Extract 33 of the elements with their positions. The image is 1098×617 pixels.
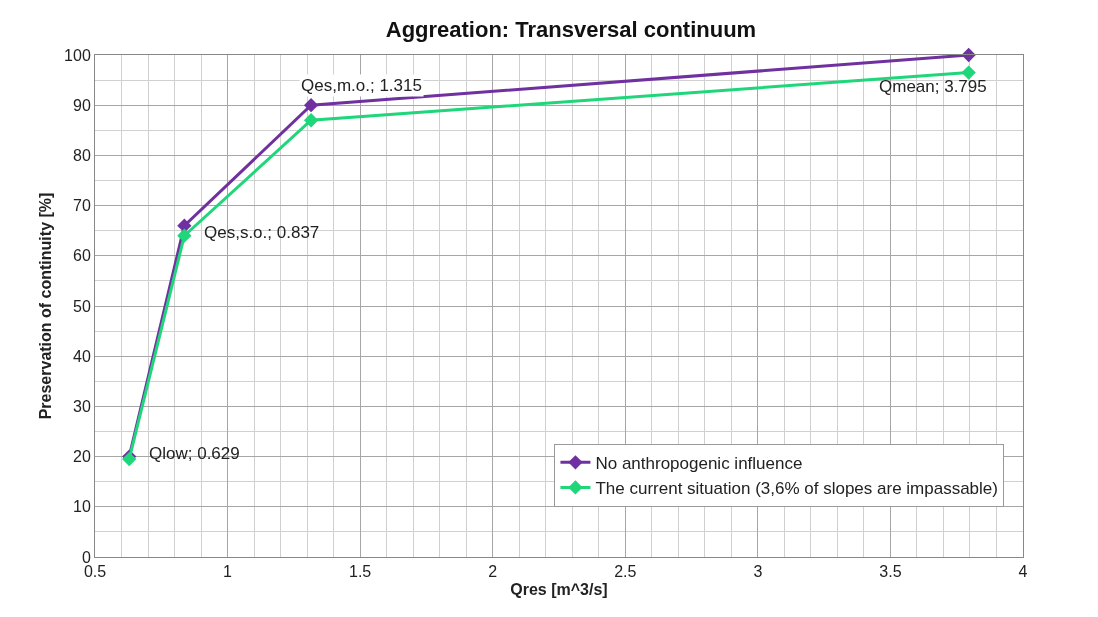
- x-tick-label: 4: [1018, 563, 1028, 581]
- annotation: Qes,s.o.; 0.837: [204, 223, 320, 242]
- x-tick-label: 3: [753, 563, 763, 581]
- point: [177, 228, 192, 243]
- annotation: Qlow; 0.629: [149, 444, 240, 463]
- x-tick-label: 2: [488, 563, 498, 581]
- point: [303, 113, 319, 128]
- y-tick-label: 100: [64, 46, 91, 64]
- y-tick-label: 0: [81, 548, 91, 566]
- y-tick-label: 30: [73, 398, 91, 415]
- y-tick-label: 40: [73, 347, 91, 365]
- annotation: Qmean; 3.795: [879, 77, 987, 96]
- y-tick-label: 70: [73, 197, 91, 215]
- y-tick-label: 50: [73, 297, 91, 315]
- point: [303, 98, 319, 113]
- y-tick-label: 20: [73, 448, 91, 466]
- x-tick-label: 2.5: [614, 563, 637, 581]
- x-axis-title: Qres [m^3/s]: [510, 580, 608, 598]
- y-tick-label: 10: [73, 498, 91, 516]
- y-tick-label: 80: [73, 147, 91, 164]
- chart-title: Aggreation: Transversal continuum: [385, 16, 757, 42]
- annotation: Qes,m.o.; 1.315: [301, 76, 422, 95]
- legend-label: No anthropogenic influence: [595, 453, 803, 473]
- y-axis-title: Preservation of continuity [%]: [37, 192, 54, 420]
- x-tick-label: 0.5: [83, 563, 107, 581]
- x-tick-label: 3.5: [879, 563, 902, 581]
- x-tick-label: 1: [223, 563, 233, 581]
- point: [961, 65, 976, 80]
- y-tick-label: 60: [73, 247, 91, 265]
- y-tick-label: 90: [73, 96, 91, 114]
- x-tick-label: 1.5: [349, 563, 372, 581]
- legend-label: The current situation (3,6% of slopes are impassable): [595, 479, 998, 499]
- point: [177, 218, 192, 233]
